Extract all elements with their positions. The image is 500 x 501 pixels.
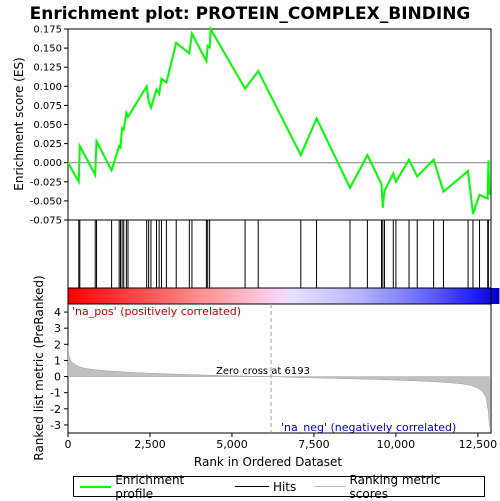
legend-item-hits: Hits [234,479,297,494]
legend-swatch-enrichment [80,485,112,488]
es-y-tick-label: -0.050 [30,196,62,207]
rank-x-tick-label: 10,000 [377,438,416,451]
rank-x-tick-label: 0 [65,438,72,451]
es-y-tick-label: 0.025 [33,139,62,150]
legend-label-enrichment: Enrichment profile [115,472,185,501]
rank-y-tick-label: 2 [54,338,61,351]
rank-y-tick-label: -3 [50,419,61,432]
es-y-tick-label: 0.075 [33,101,62,112]
rank-x-tick-label: 7,500 [298,438,330,451]
legend-label-hits: Hits [272,479,297,494]
legend: Enrichment profile Hits Ranking metric s… [73,473,485,501]
rank-y-tick-label: 3 [54,322,61,335]
rank-x-tick-label: 2,500 [134,438,166,451]
rank-y-tick-label: 0 [54,371,61,384]
rank-y-ticks: -3 -2 -1 0 1 2 3 4 [50,306,68,432]
es-y-tick-label: 0.150 [33,44,62,55]
es-y-axis-label: Enrichment score (ES) [12,57,26,190]
rank-x-axis-label: Rank in Ordered Dataset [194,455,342,469]
es-y-tick-label: 0.050 [33,120,62,131]
rank-x-tick-label: 12,500 [459,438,498,451]
legend-item-ranking: Ranking metric scores [314,473,472,501]
es-y-tick-label: 0.175 [33,25,62,36]
rank-x-ticks: 0 2,500 5,000 7,500 10,000 12,500 [65,433,498,451]
rank-x-tick-label: 5,000 [216,438,248,451]
chart-title: Enrichment plot: PROTEIN_COMPLEX_BINDING [30,4,471,24]
enrichment-profile-line [67,25,491,215]
es-y-tick-label: -0.025 [30,177,62,188]
zero-cross-label: Zero cross at 6193 [216,366,310,377]
rank-y-tick-label: -1 [50,387,61,400]
es-y-tick-label: 0.100 [33,82,62,93]
enrichment-panel: -0.075 -0.050 -0.025 0.000 0.025 0.050 0.075 0.… [12,25,492,227]
rank-y-tick-label: -2 [50,403,61,416]
legend-label-ranking: Ranking metric scores [349,472,441,501]
hits-frame [67,219,492,289]
neg-correlated-label: 'na_neg' (negatively correlated) [281,421,456,434]
legend-item-enrichment: Enrichment profile [80,473,217,501]
ranking-metric-area [67,345,490,427]
es-y-ticks: -0.075 -0.050 -0.025 0.000 0.025 0.050 0.075 0.… [30,25,68,227]
rank-y-tick-label: 4 [54,306,61,319]
correlation-color-bar [67,287,500,305]
color-bar [68,288,500,304]
rank-y-tick-label: 1 [54,354,61,367]
es-y-tick-label: 0.000 [33,158,62,169]
es-y-tick-label: 0.125 [33,63,62,74]
ranking-panel: -3 -2 -1 0 1 2 3 4 0 2,500 5,000 7,500 10,000 12,500… [32,275,497,469]
es-y-tick-label: -0.075 [30,216,62,227]
rank-y-axis-label: Ranked list metric (PreRanked) [32,275,46,460]
enrichment-frame [67,28,492,221]
hit-markers [78,220,489,288]
pos-correlated-label: 'na_pos' (positively correlated) [72,305,241,318]
hits-panel [67,219,492,289]
legend-swatch-ranking [314,486,346,487]
legend-swatch-hits [234,486,269,487]
